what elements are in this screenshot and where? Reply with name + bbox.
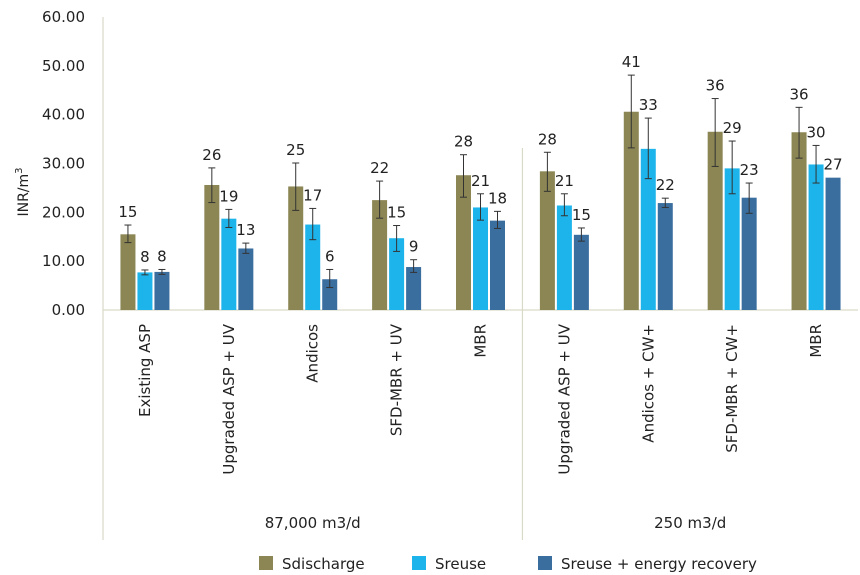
- category-label: SFD-MBR + CW+: [723, 324, 741, 453]
- y-axis-label: INR/m3: [14, 167, 32, 216]
- data-label: 21: [471, 172, 490, 190]
- category-label: Existing ASP: [136, 324, 154, 417]
- data-label: 28: [454, 133, 473, 151]
- legend: Sdischarge Sreuse Sreuse + energy recovery: [259, 555, 757, 573]
- bar: [154, 271, 170, 310]
- y-tick-label: 30.00: [42, 155, 85, 173]
- data-label: 13: [236, 221, 255, 239]
- labels-layer: 87,000 m3/d 250 m3/d Existing ASP Upgraded …: [118, 53, 842, 532]
- bar: [204, 184, 220, 310]
- bar: [539, 171, 555, 310]
- data-label: 36: [790, 85, 809, 103]
- bar: [120, 234, 136, 310]
- data-label: 17: [303, 186, 322, 204]
- legend-swatch: [538, 556, 552, 570]
- category-label: Upgraded ASP + UV: [555, 323, 573, 474]
- group-label: 250 m3/d: [654, 514, 726, 532]
- category-label: Upgraded ASP + UV: [220, 323, 238, 474]
- legend-label: Sreuse: [435, 555, 486, 573]
- data-label: 26: [202, 146, 221, 164]
- bar: [372, 200, 388, 310]
- data-label: 30: [807, 123, 826, 141]
- y-tick-label: 60.00: [42, 8, 85, 26]
- bars-layer: [120, 74, 841, 310]
- data-label: 15: [387, 204, 406, 222]
- data-label: 6: [325, 247, 335, 265]
- bar: [456, 175, 471, 310]
- group-label: 87,000 m3/d: [265, 514, 361, 532]
- bar: [288, 186, 304, 310]
- category-label: MBR: [807, 324, 825, 358]
- bar: [389, 238, 405, 310]
- bar: [221, 218, 237, 310]
- data-label: 9: [409, 238, 419, 256]
- bar: [791, 132, 807, 310]
- category-label: Andicos: [304, 324, 322, 383]
- y-tick-label: 20.00: [42, 203, 85, 221]
- bar: [473, 207, 488, 310]
- category-label: Andicos + CW+: [639, 324, 657, 443]
- data-label: 15: [118, 203, 137, 221]
- bar: [724, 168, 740, 310]
- data-label: 33: [639, 96, 658, 114]
- data-label: 22: [370, 159, 389, 177]
- data-label: 41: [622, 53, 641, 71]
- data-label: 21: [555, 172, 574, 190]
- bar: [406, 267, 422, 310]
- legend-label: Sdischarge: [282, 555, 365, 573]
- data-label: 22: [656, 176, 675, 194]
- bar: [657, 203, 673, 310]
- y-tick-label: 0.00: [52, 301, 85, 319]
- bar: [640, 148, 656, 310]
- bar: [305, 224, 321, 310]
- data-label: 8: [140, 248, 150, 266]
- data-label: 18: [488, 189, 507, 207]
- data-label: 25: [286, 141, 305, 159]
- data-label: 29: [723, 119, 742, 137]
- bar: [808, 164, 824, 310]
- data-label: 27: [824, 156, 843, 174]
- data-label: 28: [538, 130, 557, 148]
- bar: [707, 131, 723, 310]
- y-tick-label: 50.00: [42, 57, 85, 75]
- data-label: 36: [706, 77, 725, 95]
- legend-swatch: [259, 556, 273, 570]
- legend-swatch: [412, 556, 426, 570]
- bar: [825, 177, 841, 310]
- bar: [137, 272, 153, 310]
- category-label: SFD-MBR + UV: [388, 323, 406, 436]
- data-label: 19: [219, 187, 238, 205]
- legend-label: Sreuse + energy recovery: [561, 555, 757, 573]
- data-label: 15: [572, 206, 591, 224]
- bar: [490, 220, 505, 310]
- bar: [623, 111, 639, 310]
- bar: [573, 234, 589, 310]
- bar: [238, 248, 254, 310]
- bar: [322, 279, 338, 310]
- bar: [741, 197, 757, 310]
- bar: [556, 205, 572, 310]
- data-label: 8: [157, 247, 167, 265]
- y-tick-label: 10.00: [42, 252, 85, 270]
- y-tick-label: 40.00: [42, 106, 85, 124]
- data-label: 23: [740, 161, 759, 179]
- category-label: MBR: [472, 324, 490, 358]
